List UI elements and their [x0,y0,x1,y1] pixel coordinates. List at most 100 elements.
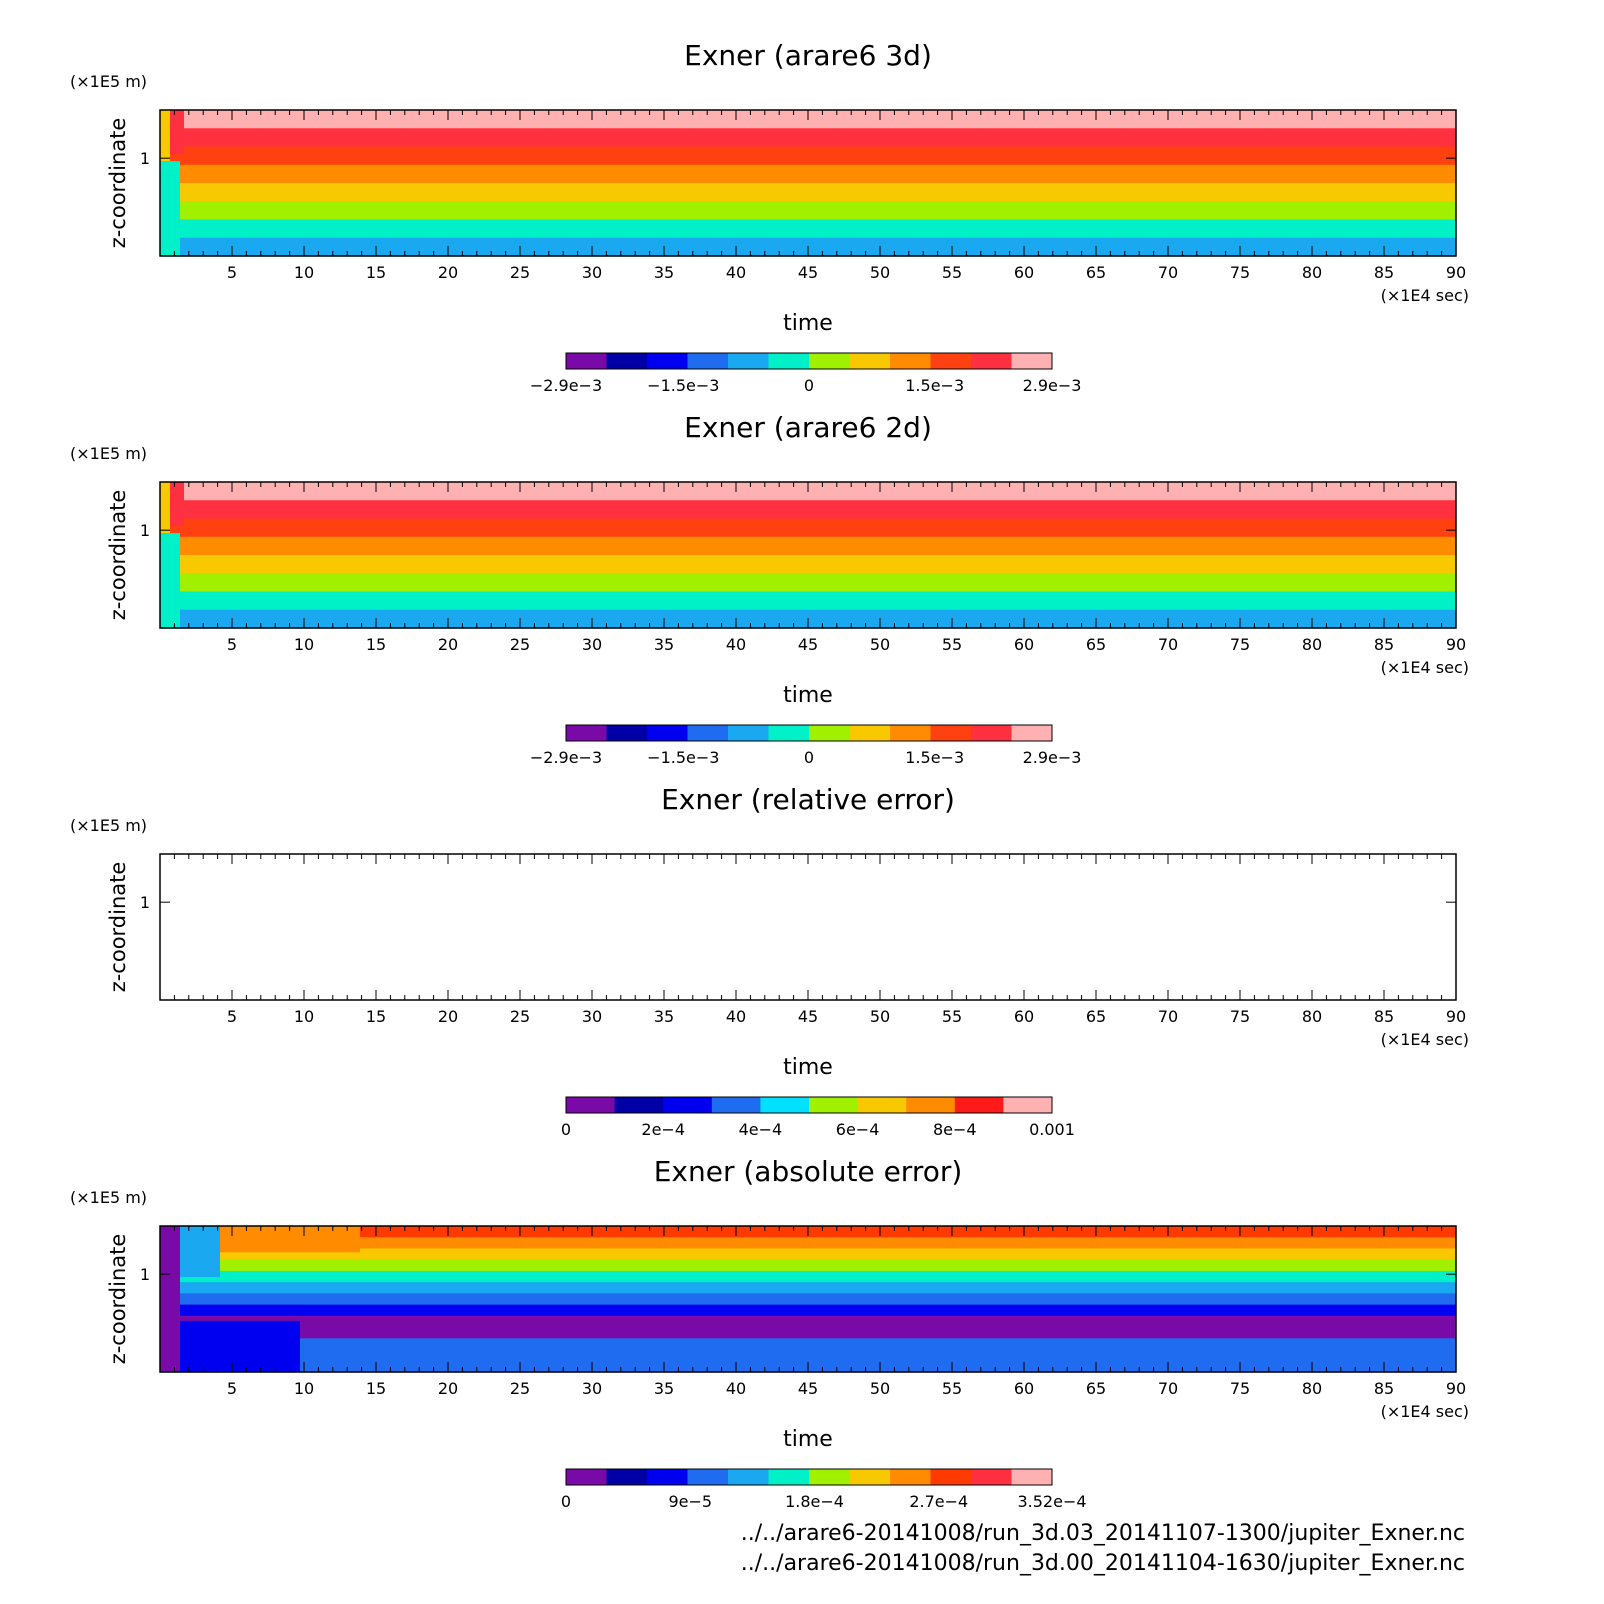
colorbar-swatch [768,353,810,369]
colorbar-swatch [647,353,688,369]
transient-region [160,482,184,628]
colorbar-swatch [849,353,891,369]
colorbar-swatch [566,1097,616,1113]
x-unit-label: (×1E4 sec) [1381,1030,1469,1049]
colorbar-tick-label: 0.001 [1029,1120,1075,1139]
x-tick-label: 10 [294,263,314,282]
contour-band [160,1293,1456,1306]
colorbar-tick-label: −2.9e−3 [530,748,602,767]
colorbar: 0 2e−4 4e−4 6e−4 8e−4 0.001 [561,1096,1075,1139]
colorbar-swatch [849,725,891,741]
colorbar-tick-label: 0 [804,748,814,767]
panel-3: Exner (relative error) (×1E5 m) z-coordina… [70,783,1469,1139]
colorbar-swatch [566,1469,607,1485]
x-tick-label: 75 [1230,1379,1250,1398]
colorbar-swatch [971,725,1012,741]
colorbar-swatch [606,353,648,369]
x-tick-label: 90 [1446,1007,1466,1026]
panel-title: Exner (absolute error) [654,1155,963,1188]
x-tick-label: 55 [942,1379,962,1398]
colorbar-swatch [1011,1469,1053,1485]
x-tick-label: 40 [726,263,746,282]
x-tick-label: 45 [798,635,818,654]
x-tick-label: 75 [1230,1007,1250,1026]
x-tick-label: 20 [438,635,458,654]
colorbar-swatch [954,1097,1004,1113]
x-tick-label: 85 [1374,263,1394,282]
colorbar-swatch [930,725,972,741]
x-axis-label: time [783,683,833,708]
colorbar-tick-label: −2.9e−3 [530,376,602,395]
panel-title: Exner (arare6 2d) [684,411,932,444]
contour-band [160,1338,1456,1351]
x-tick-label: 70 [1158,1007,1178,1026]
footer-file-2: ../../arare6-20141008/run_3d.00_20141104… [740,1551,1465,1576]
colorbar-tick-label: 1.8e−4 [785,1492,844,1511]
colorbar-swatch [687,1469,729,1485]
x-tick-label: 45 [798,1379,818,1398]
x-tick-label: 60 [1014,1379,1034,1398]
colorbar-swatch [890,353,931,369]
plot-area [159,481,1457,629]
x-tick-label: 40 [726,1379,746,1398]
colorbar-tick-label: 2.9e−3 [1023,748,1082,767]
colorbar-swatch [930,1469,972,1485]
x-tick-label: 25 [510,1007,530,1026]
contour-band [160,219,1456,239]
plot-frame [159,853,1457,1001]
x-tick-label: 25 [510,1379,530,1398]
x-tick-label: 85 [1374,635,1394,654]
x-axis-label: time [783,1427,833,1452]
x-tick-label: 90 [1446,263,1466,282]
colorbar-swatch [930,353,972,369]
x-tick-label: 10 [294,1379,314,1398]
plot-area [159,109,1457,257]
transient-band [160,1226,180,1372]
colorbar-tick-label: 9e−5 [668,1492,712,1511]
contour-band [160,146,1456,166]
y-unit-label: (×1E5 m) [70,444,147,463]
contour-band [160,1248,1456,1261]
x-tick-label: 55 [942,263,962,282]
x-unit-label: (×1E4 sec) [1381,286,1469,305]
contour-band [160,183,1456,202]
colorbar: −2.9e−3 −1.5e−3 0 1.5e−3 2.9e−3 [530,352,1081,395]
colorbar-tick-label: 8e−4 [933,1120,977,1139]
colorbar-swatch [809,1097,859,1113]
contour-band [160,1282,1456,1294]
transient-band [160,110,170,162]
colorbar-swatch [768,725,810,741]
colorbar-swatch [890,1469,931,1485]
x-tick-label: 35 [654,263,674,282]
x-unit-label: (×1E4 sec) [1381,1402,1469,1421]
x-axis-label: time [783,311,833,336]
x-tick-label: 50 [870,1379,890,1398]
colorbar-swatch [566,725,607,741]
plot-area [159,853,1457,1001]
colorbar-tick-label: 2e−4 [641,1120,685,1139]
x-tick-label: 55 [942,635,962,654]
colorbar-swatch [1003,1097,1053,1113]
x-tick-label: 85 [1374,1007,1394,1026]
colorbar-swatch [728,1469,769,1485]
colorbar-tick-label: −1.5e−3 [647,376,719,395]
x-tick-label: 70 [1158,263,1178,282]
colorbar-tick-label: −1.5e−3 [647,748,719,767]
colorbar-tick-label: 1.5e−3 [905,748,964,767]
colorbar-swatch [890,725,931,741]
colorbar-swatch [728,725,769,741]
x-tick-label: 50 [870,263,890,282]
colorbar-swatch [687,353,729,369]
x-tick-label: 20 [438,1379,458,1398]
x-tick-label: 5 [227,635,237,654]
colorbar-swatch [971,1469,1012,1485]
x-tick-label: 35 [654,1379,674,1398]
x-tick-label: 25 [510,635,530,654]
x-tick-label: 5 [227,1007,237,1026]
x-unit-label: (×1E4 sec) [1381,658,1469,677]
x-tick-label: 25 [510,263,530,282]
transient-band [170,110,184,154]
colorbar-swatch [971,353,1012,369]
